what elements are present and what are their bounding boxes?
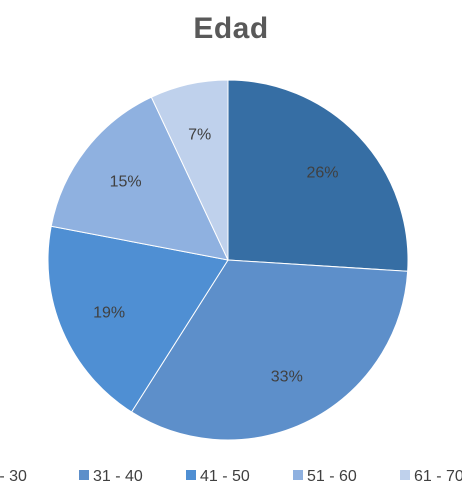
pie-slice-1 xyxy=(227,79,409,272)
pie-slice-3 xyxy=(47,225,229,413)
pie-slice-4 xyxy=(50,96,229,261)
legend-label-4: 51 - 60 xyxy=(307,468,357,485)
data-label-5: 7% xyxy=(188,127,211,144)
legend-swatch-3 xyxy=(186,470,196,480)
pie-slice-2 xyxy=(130,259,409,441)
legend-label-1: 0 - 30 xyxy=(0,468,27,485)
legend-label-5: 61 - 70 xyxy=(414,468,462,485)
legend-swatch-4 xyxy=(293,470,303,480)
legend-label-3: 41 - 50 xyxy=(200,468,250,485)
legend-label-2: 31 - 40 xyxy=(93,468,143,485)
chart-title: Edad xyxy=(193,12,269,45)
pie-slice-5 xyxy=(150,79,229,261)
legend-swatch-5 xyxy=(400,470,410,480)
data-label-3: 19% xyxy=(93,305,125,322)
data-label-2: 33% xyxy=(271,369,303,386)
legend-swatch-2 xyxy=(79,470,89,480)
data-label-4: 15% xyxy=(110,174,142,191)
data-label-1: 26% xyxy=(306,164,338,181)
